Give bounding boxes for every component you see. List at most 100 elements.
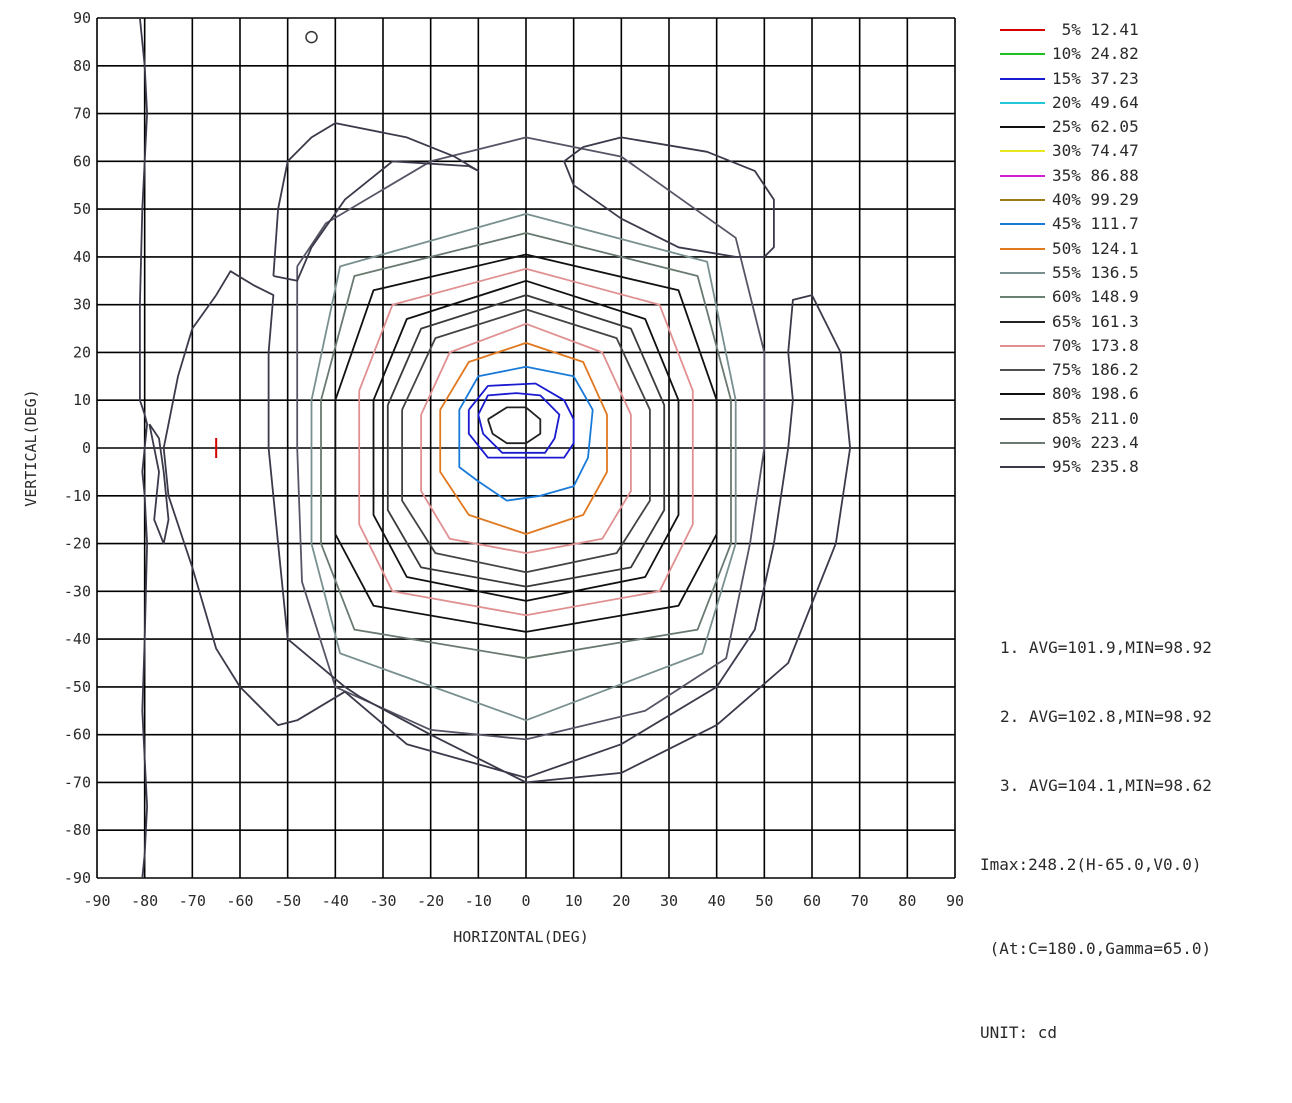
y-tick-label: 50 <box>73 200 91 218</box>
contour-line <box>467 382 575 459</box>
legend-entry: 15% 37.23 <box>990 67 1290 91</box>
y-tick-label: 30 <box>73 296 91 314</box>
imax-line: Imax:248.2(H-65.0,V0.0) <box>980 855 1202 874</box>
contour-line <box>563 136 775 258</box>
x-tick-label: 70 <box>851 892 869 910</box>
contour-plot: -90 -80 -70 -60 -50 -40 -30 -20 -10 0 10 20 30 40 50 60… <box>22 9 964 946</box>
legend-entry: 80% 198.6 <box>990 382 1290 406</box>
legend-swatch <box>1000 369 1045 372</box>
stats-block: 1. AVG=101.9,MIN=98.92 2. AVG=102.8,MIN=… <box>1000 590 1212 843</box>
imax-circle-marker <box>305 30 318 44</box>
legend-swatch <box>1000 296 1045 299</box>
legend-label: 40% 99.29 <box>1052 190 1139 210</box>
y-tick-label: -40 <box>64 630 91 648</box>
contour-line <box>310 212 737 722</box>
y-tick-label: -30 <box>64 582 91 600</box>
x-tick-label: -70 <box>179 892 206 910</box>
y-tick-label: -90 <box>64 869 91 887</box>
stats-line-2: 2. AVG=102.8,MIN=98.92 <box>1000 707 1212 726</box>
contour-line <box>401 308 651 574</box>
contour-line <box>487 406 542 445</box>
legend-entry: 10% 24.82 <box>990 42 1290 66</box>
y-tick-label: 70 <box>73 105 91 123</box>
legend-entry: 30% 74.47 <box>990 139 1290 163</box>
legend-entry: 40% 99.29 <box>990 188 1290 212</box>
chart-root: -90 -80 -70 -60 -50 -40 -30 -20 -10 0 10 20 30 40 50 60… <box>22 9 1290 1042</box>
y-axis-label: VERTICAL(DEG) <box>22 389 40 506</box>
y-tick-label: -80 <box>64 821 91 839</box>
legend-swatch <box>1000 271 1045 274</box>
legend-entry: 20% 49.64 <box>990 91 1290 115</box>
y-tick-label: 40 <box>73 248 91 266</box>
contour-line <box>420 322 632 554</box>
y-tick-label: 20 <box>73 343 91 361</box>
legend-label: 10% 24.82 <box>1052 44 1139 64</box>
legend-entry: 25% 62.05 <box>990 115 1290 139</box>
legend-entry: 55% 136.5 <box>990 261 1290 285</box>
legend-swatch <box>1000 320 1045 323</box>
legend-swatch <box>1000 101 1045 104</box>
x-tick-label: 60 <box>803 892 821 910</box>
legend-entry: 95% 235.8 <box>990 455 1290 479</box>
legend-label: 50% 124.1 <box>1052 238 1139 258</box>
legend-swatch <box>1000 466 1045 469</box>
legend-swatch <box>1000 199 1045 202</box>
legend-swatch <box>1000 417 1045 420</box>
contour-line <box>272 122 480 282</box>
legend-label: 85% 211.0 <box>1052 408 1139 428</box>
contour-line <box>296 136 766 741</box>
x-tick-label: 90 <box>946 892 964 910</box>
legend-label: 15% 37.23 <box>1052 68 1139 88</box>
contour-line <box>477 392 561 454</box>
x-tick-label: -30 <box>369 892 396 910</box>
legend-label: 30% 74.47 <box>1052 141 1139 161</box>
legend-label: 80% 198.6 <box>1052 384 1139 404</box>
unit-line: UNIT: cd <box>980 1023 1058 1042</box>
legend-entry: 60% 148.9 <box>990 285 1290 309</box>
contour-line <box>334 253 718 633</box>
x-tick-label: 20 <box>612 892 630 910</box>
x-tick-label: 0 <box>521 892 530 910</box>
contour-line <box>439 341 608 535</box>
legend-entry: 65% 161.3 <box>990 310 1290 334</box>
legend-swatch <box>1000 223 1045 226</box>
contour-line <box>148 423 170 545</box>
x-tick-label: -50 <box>274 892 301 910</box>
legend-entry: 90% 223.4 <box>990 431 1290 455</box>
legend-label: 35% 86.88 <box>1052 165 1139 185</box>
contour-line <box>138 17 149 879</box>
contour-line <box>358 267 694 617</box>
legend-label: 70% 173.8 <box>1052 335 1139 355</box>
legend-label: 25% 62.05 <box>1052 117 1139 137</box>
legend-swatch <box>1000 29 1045 31</box>
x-tick-label: -60 <box>226 892 253 910</box>
x-tick-label: -10 <box>465 892 492 910</box>
legend-label: 55% 136.5 <box>1052 262 1139 282</box>
legend-label: 90% 223.4 <box>1052 433 1139 453</box>
legend-label: 45% 111.7 <box>1052 214 1139 234</box>
legend-entry: 85% 211.0 <box>990 407 1290 431</box>
x-tick-label: 40 <box>708 892 726 910</box>
x-tick-label: -90 <box>83 892 110 910</box>
x-tick-label: -80 <box>131 892 158 910</box>
y-tick-label: -20 <box>64 535 91 553</box>
legend-label: 75% 186.2 <box>1052 360 1139 380</box>
legend-label: 60% 148.9 <box>1052 287 1139 307</box>
legend-swatch <box>1000 150 1045 153</box>
x-tick-label: 50 <box>755 892 773 910</box>
y-tick-label: -50 <box>64 678 91 696</box>
y-tick-label: 10 <box>73 391 91 409</box>
y-tick-label: 60 <box>73 152 91 170</box>
gamma-line: (At:C=180.0,Gamma=65.0) <box>980 939 1212 958</box>
contour-line <box>458 365 594 502</box>
legend-label: 65% 161.3 <box>1052 311 1139 331</box>
y-tick-label: 0 <box>82 439 91 457</box>
legend-swatch <box>1000 344 1045 347</box>
legend-entry: 45% 111.7 <box>990 212 1290 236</box>
y-tick-label: 80 <box>73 57 91 75</box>
contour-line <box>372 279 680 602</box>
x-axis-label: HORIZONTAL(DEG) <box>453 928 588 946</box>
legend-entry: 5% 12.41 <box>990 18 1290 42</box>
x-tick-label: -20 <box>417 892 444 910</box>
contour-line <box>320 232 732 660</box>
